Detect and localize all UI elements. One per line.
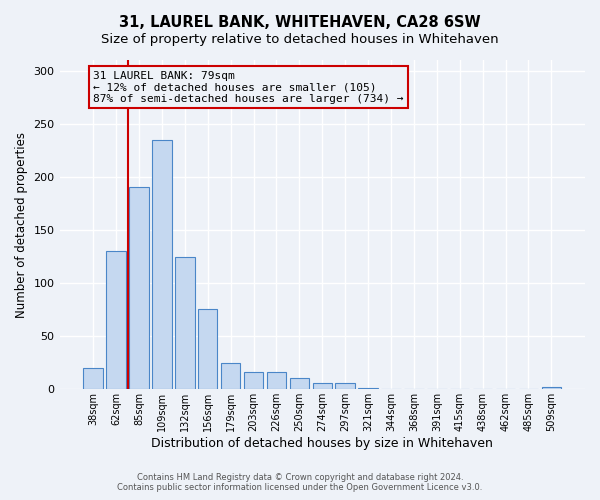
Text: 31 LAUREL BANK: 79sqm
← 12% of detached houses are smaller (105)
87% of semi-det: 31 LAUREL BANK: 79sqm ← 12% of detached … xyxy=(93,70,404,104)
Bar xyxy=(83,368,103,390)
Bar xyxy=(290,378,309,390)
Text: Contains HM Land Registry data © Crown copyright and database right 2024.
Contai: Contains HM Land Registry data © Crown c… xyxy=(118,473,482,492)
Text: 31, LAUREL BANK, WHITEHAVEN, CA28 6SW: 31, LAUREL BANK, WHITEHAVEN, CA28 6SW xyxy=(119,15,481,30)
Bar xyxy=(542,387,561,390)
Bar xyxy=(152,140,172,390)
Bar xyxy=(244,372,263,390)
Bar xyxy=(106,251,126,390)
Bar xyxy=(198,308,217,390)
Bar xyxy=(313,383,332,390)
X-axis label: Distribution of detached houses by size in Whitehaven: Distribution of detached houses by size … xyxy=(151,437,493,450)
Text: Size of property relative to detached houses in Whitehaven: Size of property relative to detached ho… xyxy=(101,32,499,46)
Bar xyxy=(335,383,355,390)
Bar xyxy=(175,256,194,390)
Bar xyxy=(221,362,241,390)
Bar xyxy=(267,372,286,390)
Bar xyxy=(129,188,149,390)
Y-axis label: Number of detached properties: Number of detached properties xyxy=(15,132,28,318)
Bar xyxy=(358,388,378,390)
